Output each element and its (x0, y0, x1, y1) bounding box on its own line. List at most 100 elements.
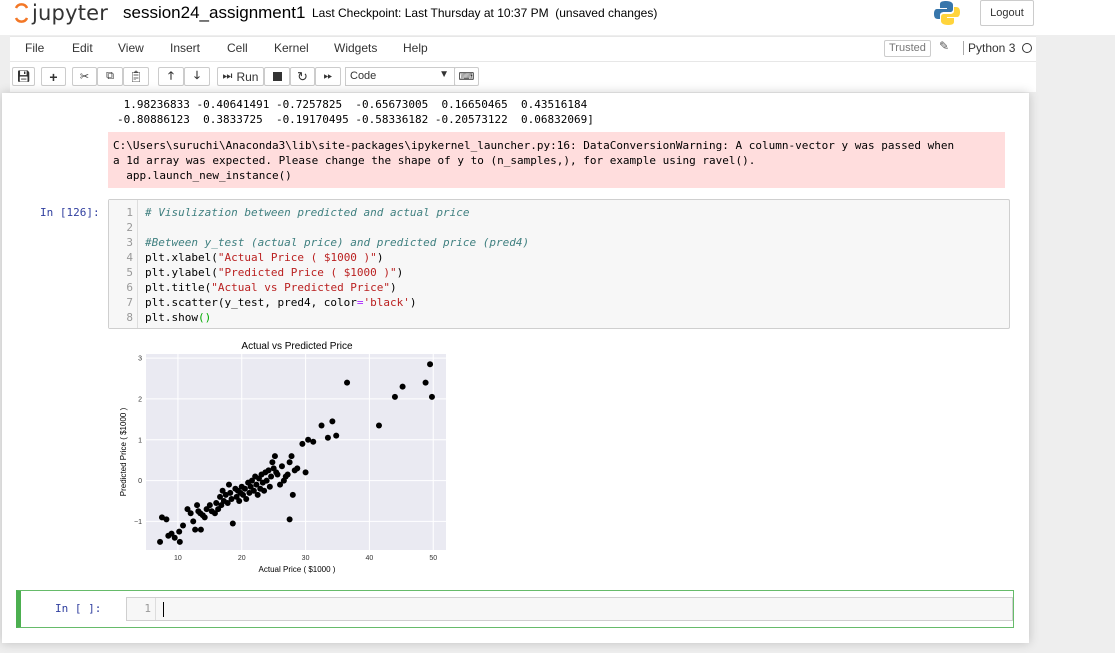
save-button[interactable]: 💾︎ (12, 67, 35, 86)
paste-icon: 📋︎ (129, 71, 143, 83)
line-number: 6 (126, 281, 133, 294)
code-cell-input[interactable]: 1 2 3 4 5 6 7 8 # Visulization between p… (108, 199, 1010, 329)
data-point (391, 393, 398, 400)
data-point (158, 514, 165, 521)
command-palette-button[interactable]: ⌨ (454, 67, 479, 86)
jupyter-logo[interactable]: jupyter (14, 0, 108, 26)
menu-edit[interactable]: Edit (72, 41, 93, 55)
notebook-name[interactable]: session24_assignment1 (123, 3, 306, 22)
code-line: # Visulization between predicted and act… (145, 206, 470, 219)
line-number: 8 (126, 311, 133, 324)
data-point (222, 491, 229, 498)
data-point (289, 491, 296, 498)
step-forward-icon: ⏭︎ (222, 70, 233, 82)
x-axis-label: Actual Price ( $1000 ) (259, 565, 336, 574)
menu-help[interactable]: Help (403, 41, 428, 55)
chart-title: Actual vs Predicted Price (241, 341, 353, 352)
data-point (422, 379, 429, 386)
run-label: Run (236, 69, 259, 84)
y-tick-label: 3 (138, 356, 142, 363)
data-point (213, 500, 220, 507)
copy-button[interactable]: ⧉ (97, 67, 123, 86)
y-tick-label: 0 (138, 478, 142, 485)
cut-button[interactable]: ✂ (72, 67, 97, 86)
previous-output: 1.98236833 -0.40641491 -0.7257825 -0.656… (117, 97, 594, 127)
restart-button[interactable]: ↻ (290, 67, 315, 86)
cell-type-select[interactable]: Code ▼ (345, 67, 455, 86)
line-number: 3 (126, 236, 133, 249)
data-point (344, 379, 351, 386)
data-point (225, 481, 232, 488)
scissors-icon: ✂ (79, 71, 90, 83)
data-point (219, 487, 226, 494)
trusted-badge[interactable]: Trusted (884, 40, 931, 57)
menu-kernel[interactable]: Kernel (274, 41, 309, 55)
kernel-name[interactable]: Python 3 (963, 41, 1015, 55)
data-point (324, 434, 331, 441)
jupyter-logo-icon (14, 3, 28, 23)
data-points (157, 361, 435, 545)
caret-down-icon: ▼ (439, 69, 449, 80)
empty-code-cell[interactable]: In [ ]: 1 (16, 590, 1014, 628)
data-point (206, 502, 213, 509)
code-token: ) (376, 251, 384, 264)
keyboard-icon: ⌨ (458, 71, 475, 83)
menu-cell[interactable]: Cell (227, 41, 248, 55)
data-point (318, 422, 325, 429)
line-number: 1 (144, 602, 151, 615)
refresh-icon: ↻ (297, 68, 308, 84)
scatter-plot: Actual vs Predicted Price 10 20 30 40 50−101… (119, 341, 446, 574)
run-button[interactable]: ⏭︎ Run (217, 67, 264, 86)
cell-prompt: In [126]: (40, 206, 100, 219)
restart-run-all-button[interactable]: ⏩︎ (315, 67, 341, 86)
code-paren: () (197, 311, 212, 324)
code-token: ) (390, 281, 397, 294)
plus-icon: + (49, 68, 58, 85)
interrupt-button[interactable] (264, 67, 290, 86)
stderr-warning-output: C:\Users\suruchi\Anaconda3\lib\site-pack… (108, 132, 1005, 188)
code-token: ) (396, 266, 404, 279)
code-string: 'black' (363, 296, 410, 309)
data-point (333, 432, 340, 439)
menu-insert[interactable]: Insert (170, 41, 201, 55)
data-point (399, 383, 406, 390)
y-tick-label: 1 (138, 437, 142, 444)
data-point (294, 465, 301, 472)
paste-button[interactable]: 📋︎ (123, 67, 149, 86)
data-point (265, 467, 272, 474)
insert-cell-button[interactable]: + (41, 67, 66, 86)
cell-type-value: Code (350, 70, 377, 82)
data-point (201, 514, 208, 521)
menu-view[interactable]: View (118, 41, 144, 55)
data-point (286, 516, 293, 523)
data-point (329, 418, 336, 425)
data-point (268, 473, 275, 480)
code-string: "Predicted Price ( $1000 )" (217, 266, 397, 279)
menu-widgets[interactable]: Widgets (334, 41, 378, 55)
plot-area (146, 354, 446, 550)
fast-forward-icon: ⏩︎ (323, 70, 333, 82)
python-logo-icon (934, 1, 960, 25)
move-up-button[interactable]: 🡑 (158, 67, 184, 86)
code-token: plt.ylabel( (145, 266, 218, 279)
data-point (224, 500, 231, 507)
menu-file[interactable]: File (25, 41, 45, 55)
data-point (243, 495, 250, 502)
checkpoint-text: Last Checkpoint: Last Thursday at 10:37 … (312, 6, 549, 20)
code-token: plt.show (145, 311, 198, 324)
data-point (176, 538, 183, 545)
code-line: plt.ylabel("Predicted Price ( $1000 )") (145, 266, 403, 279)
code-cell-input[interactable]: 1 (126, 597, 1013, 621)
data-point (227, 489, 234, 496)
move-down-button[interactable]: 🡓 (184, 67, 210, 86)
code-string: "Actual Price ( $1000 )" (217, 251, 377, 264)
code-line: plt.show() (145, 311, 211, 324)
grid-lines (146, 354, 446, 550)
data-point (277, 481, 284, 488)
code-string: "Actual vs Predicted Price" (211, 281, 391, 294)
line-number: 4 (126, 251, 133, 264)
kernel-idle-indicator-icon (1022, 43, 1032, 53)
arrow-up-icon: 🡑 (168, 70, 174, 82)
data-point (228, 495, 235, 502)
logout-button[interactable]: Logout (980, 0, 1034, 26)
